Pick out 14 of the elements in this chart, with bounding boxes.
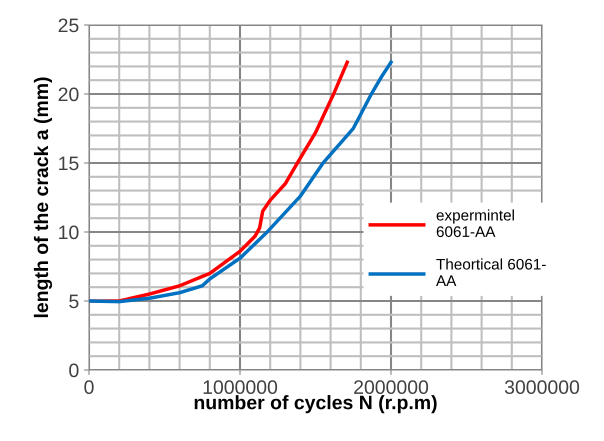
x-tick-label: 0	[84, 380, 94, 394]
y-axis-title: length of the crack a (mm)	[34, 77, 52, 318]
y-tick-label: 20	[58, 87, 79, 102]
y-tick-label: 10	[59, 225, 79, 240]
legend-label: expermintel 6061-AA	[436, 209, 514, 238]
legend-label: Theortical 6061-AA	[436, 258, 546, 286]
x-tick-label: 3000000	[504, 380, 580, 394]
x-tick-label: 2000000	[354, 380, 428, 394]
y-tick-label: 15	[59, 156, 78, 170]
x-axis-title: number of cycles N (r.p.m)	[194, 395, 437, 414]
y-tick-label: 25	[58, 18, 78, 32]
x-tick-label: 1000000	[204, 380, 278, 394]
y-tick-label: 0	[69, 363, 79, 378]
y-tick-label: 5	[69, 294, 78, 308]
